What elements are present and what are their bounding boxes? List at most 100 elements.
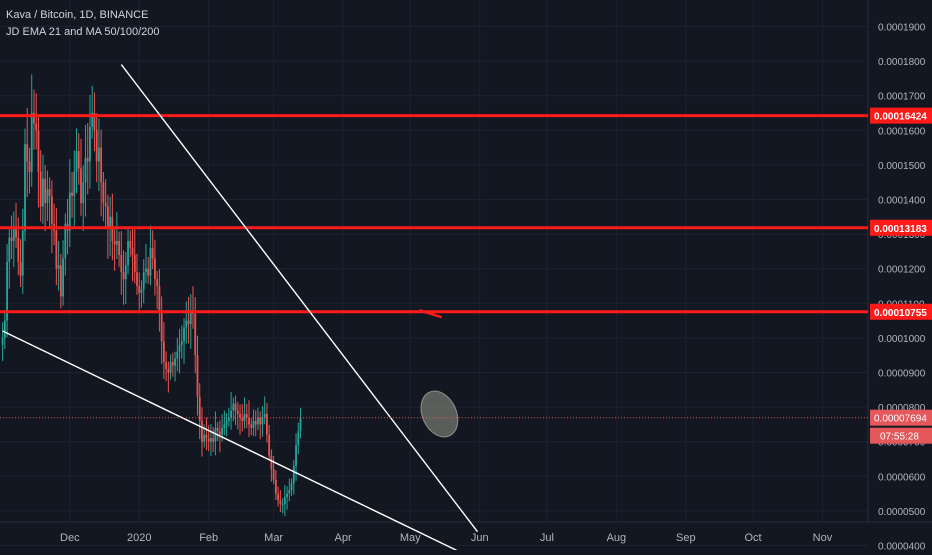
candle-body: [245, 414, 248, 418]
candle-body: [147, 268, 150, 276]
candle-body: [145, 268, 147, 273]
marker-stroke: [418, 309, 443, 319]
candle-body: [133, 254, 136, 273]
candle-body: [104, 202, 107, 207]
candle-body: [263, 414, 266, 418]
candle-body: [24, 144, 26, 231]
candle-body: [230, 410, 232, 418]
candle-body: [248, 417, 250, 425]
x-tick-label: Dec: [60, 532, 80, 544]
candle-body: [154, 258, 156, 280]
y-tick-label: 0.0001800: [878, 57, 926, 68]
candle-body: [93, 113, 96, 131]
level-price-badge: [870, 107, 932, 124]
candle-body: [100, 147, 103, 183]
candle-body: [221, 427, 224, 435]
candle-body: [15, 227, 17, 238]
candle-body: [174, 358, 176, 366]
x-tick-label: Sep: [676, 532, 696, 544]
candle-body: [250, 424, 253, 428]
candle-body: [292, 465, 295, 484]
candle-body: [196, 355, 199, 397]
x-tick-label: Jul: [540, 532, 554, 544]
candle-body: [86, 157, 89, 162]
current-price-label: 0.00007694: [874, 414, 927, 425]
y-tick-label: 0.0000900: [878, 369, 926, 380]
y-tick-label: 0.0001900: [878, 23, 926, 34]
candle-body: [95, 130, 98, 162]
candle-body: [75, 151, 78, 172]
level-price-label: 0.00013183: [874, 224, 927, 235]
candle-body: [295, 445, 297, 466]
y-tick-label: 0.0000600: [878, 472, 926, 483]
candle-body: [8, 237, 11, 262]
candle-body: [214, 427, 217, 442]
candle-body: [183, 327, 185, 342]
grid-lines: [0, 0, 868, 546]
x-tick-label: Oct: [744, 532, 761, 544]
candle-body: [189, 310, 192, 325]
x-tick-label: 2020: [127, 532, 151, 544]
candle-body: [252, 420, 255, 428]
candle-body: [129, 241, 132, 248]
candle-body: [26, 144, 29, 162]
candle-body: [136, 272, 138, 286]
level-price-label: 0.00016424: [874, 112, 927, 123]
candle-body: [185, 320, 188, 328]
candle-body: [57, 265, 60, 269]
chart-legend: Kava / Bitcoin, 1D, BINANCE JD EMA 21 an…: [6, 7, 160, 41]
candle-body: [35, 123, 38, 131]
y-tick-label: 0.0000400: [878, 542, 926, 551]
candle-body: [288, 490, 291, 494]
candle-body: [165, 362, 168, 370]
candle-body: [131, 247, 134, 255]
candle-body: [167, 369, 170, 373]
candle-body: [223, 424, 226, 428]
candle-body: [254, 420, 257, 425]
candle-body: [158, 286, 161, 311]
candle-body: [55, 230, 58, 269]
candle-body: [297, 431, 300, 446]
candle-body: [207, 438, 210, 442]
indicator-title[interactable]: JD EMA 21 and MA 50/100/200: [6, 26, 160, 38]
candle-body: [227, 417, 230, 421]
candle-body: [272, 469, 275, 480]
candle-body: [203, 434, 206, 442]
countdown-label: 07:55:28: [880, 432, 919, 443]
symbol-title[interactable]: Kava / Bitcoin, 1D, BINANCE: [6, 9, 149, 21]
candle-body: [142, 272, 145, 290]
x-tick-label: Jun: [471, 532, 489, 544]
candle-body: [98, 147, 100, 162]
x-tick-label: Aug: [607, 532, 627, 544]
candle-body: [270, 455, 273, 470]
y-tick-label: 0.0001700: [878, 92, 926, 103]
candle-body: [140, 289, 143, 293]
candle-body: [33, 113, 35, 124]
candle-body: [259, 417, 262, 425]
y-tick-label: 0.0000800: [878, 403, 926, 414]
candle-body: [64, 223, 67, 259]
candle-body: [77, 151, 80, 169]
candle-body: [236, 410, 239, 415]
candle-body: [37, 130, 40, 172]
candle-body: [171, 362, 174, 366]
candle-body: [257, 417, 259, 425]
candle-body: [3, 320, 6, 338]
candle-body: [30, 113, 33, 172]
candle-body: [59, 265, 62, 297]
candle-body: [39, 171, 42, 207]
y-tick-label: 0.0001200: [878, 265, 926, 276]
current-price-badge: [870, 409, 932, 426]
candle-body: [102, 182, 105, 203]
level-price-badge: [870, 303, 932, 320]
candle-body: [194, 313, 197, 356]
candle-body: [21, 230, 24, 276]
level-price-label: 0.00010755: [874, 308, 927, 319]
candle-body: [73, 171, 76, 197]
candle-body: [162, 341, 165, 363]
candle-body: [274, 479, 277, 494]
candle-body: [277, 493, 280, 501]
